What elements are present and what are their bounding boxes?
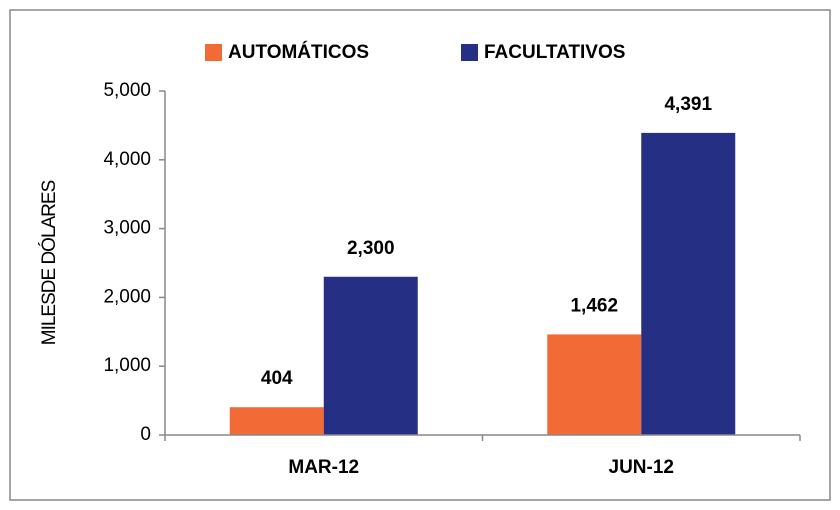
bar: [547, 334, 642, 435]
y-tick-label: 4,000: [103, 149, 151, 170]
data-label: 4,391: [664, 94, 712, 115]
legend-swatch: [205, 44, 222, 61]
y-tick-label: 3,000: [103, 218, 151, 239]
legend-label: AUTOMÁTICOS: [228, 41, 369, 63]
legend-label: FACULTATIVOS: [484, 42, 625, 63]
data-label: 1,462: [570, 295, 618, 316]
bar: [323, 276, 418, 435]
y-axis-label: MILESDE DÓLARES: [38, 180, 60, 345]
legend-swatch: [461, 44, 478, 61]
bar: [641, 132, 736, 435]
y-tick-label: 2,000: [103, 286, 151, 307]
x-tick-label: JUN-12: [609, 457, 674, 478]
bar: [229, 407, 324, 435]
y-tick-label: 1,000: [103, 355, 151, 376]
data-label: 2,300: [347, 238, 395, 259]
y-tick-label: 5,000: [103, 80, 151, 101]
y-tick-label: 0: [140, 424, 151, 445]
data-label: 404: [261, 368, 293, 389]
x-tick-label: MAR-12: [288, 457, 359, 478]
